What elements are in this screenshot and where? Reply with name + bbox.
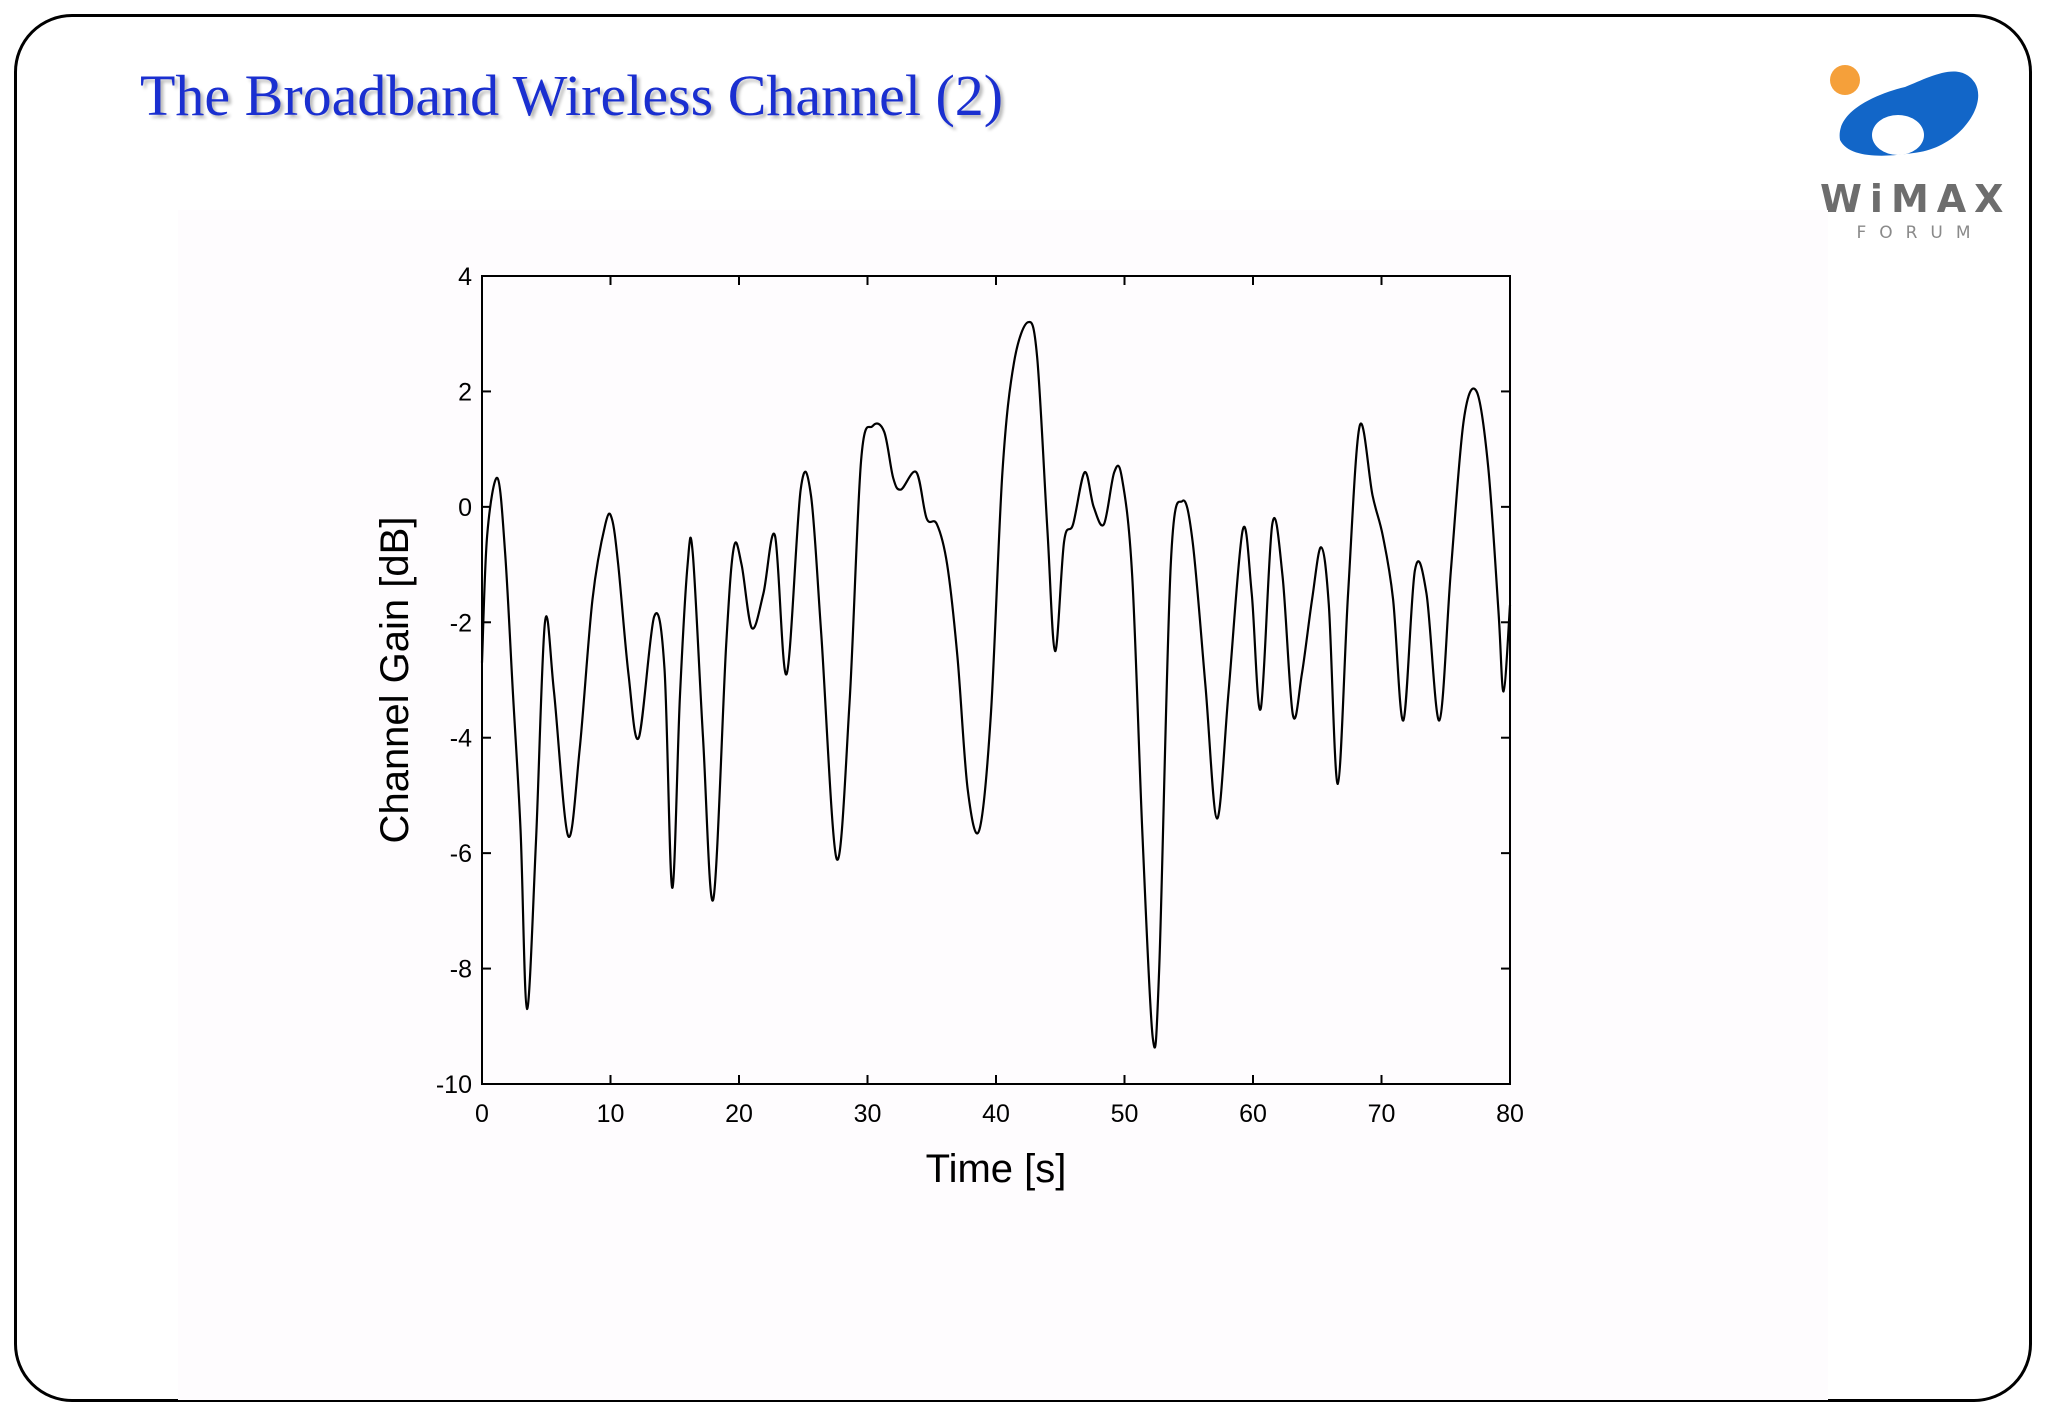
x-tick-label: 20	[725, 1100, 753, 1128]
series	[480, 320, 1512, 1049]
x-tick-label: 40	[982, 1100, 1010, 1128]
ticks: 0 10 20 30 40 50 60 70 80 -10 -8 -6 -4 -2 0 2 4	[436, 263, 1524, 1128]
x-tick-label: 50	[1111, 1100, 1139, 1128]
wimax-forum-logo: WiMAX FORUM	[1810, 55, 2020, 255]
axes	[481, 275, 1511, 1085]
y-axis-title: Channel Gain [dB]	[373, 517, 417, 844]
x-tick-label: 70	[1368, 1100, 1396, 1128]
plot-box	[481, 275, 1511, 1085]
y-tick-label: -10	[436, 1071, 472, 1099]
channel-gain-line	[480, 320, 1512, 1049]
x-tick-label: 60	[1239, 1100, 1267, 1128]
y-tick-label: 4	[458, 263, 472, 291]
x-tick-label: 10	[597, 1100, 625, 1128]
slide-title: The Broadband Wireless Channel (2)	[140, 63, 1004, 128]
x-tick-label: 30	[854, 1100, 882, 1128]
y-tick-label: -4	[450, 725, 472, 753]
channel-gain-chart: 0 10 20 30 40 50 60 70 80 -10 -8 -6 -4 -2 0 2 4 Time [s]…	[373, 263, 1524, 1191]
chart-panel: 0 10 20 30 40 50 60 70 80 -10 -8 -6 -4 -2 0 2 4 Time [s]…	[178, 210, 1828, 1400]
y-tick-label: -2	[450, 609, 472, 637]
wimax-logo-mark-icon	[1830, 65, 1979, 156]
x-tick-label: 0	[475, 1100, 489, 1128]
y-tick-label: 0	[458, 494, 472, 522]
x-axis-title: Time [s]	[926, 1147, 1067, 1191]
y-tick-label: -8	[450, 956, 472, 984]
logo-wordmark: WiMAX	[1820, 177, 2012, 221]
y-tick-label: -6	[450, 840, 472, 868]
logo-subtitle: FORUM	[1856, 223, 1984, 243]
x-tick-label: 80	[1496, 1100, 1524, 1128]
y-tick-label: 2	[458, 378, 472, 406]
